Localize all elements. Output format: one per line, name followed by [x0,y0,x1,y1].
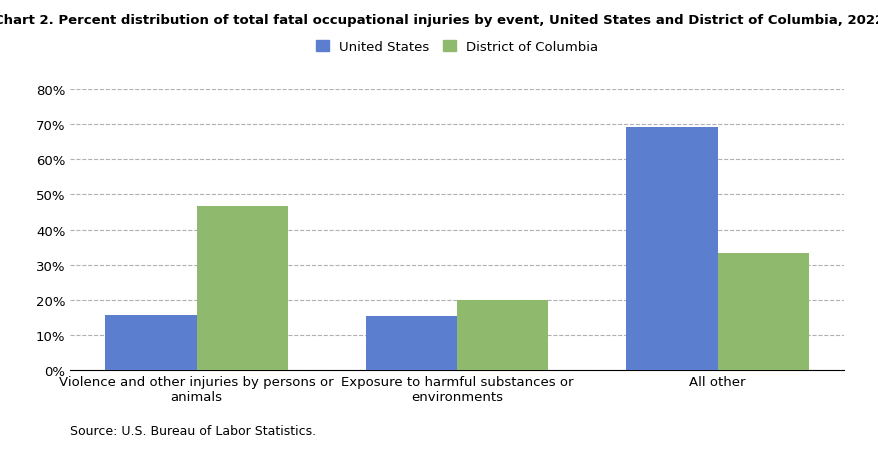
Text: Source: U.S. Bureau of Labor Statistics.: Source: U.S. Bureau of Labor Statistics. [70,424,316,437]
Bar [105,316,197,370]
Bar [457,300,548,370]
Text: Chart 2. Percent distribution of total fatal occupational injuries by event, Uni: Chart 2. Percent distribution of total f… [0,14,878,27]
Bar [197,207,287,370]
Bar [365,317,457,370]
Legend: United States, District of Columbia: United States, District of Columbia [310,35,603,59]
Bar [626,128,716,370]
Bar [716,253,808,370]
